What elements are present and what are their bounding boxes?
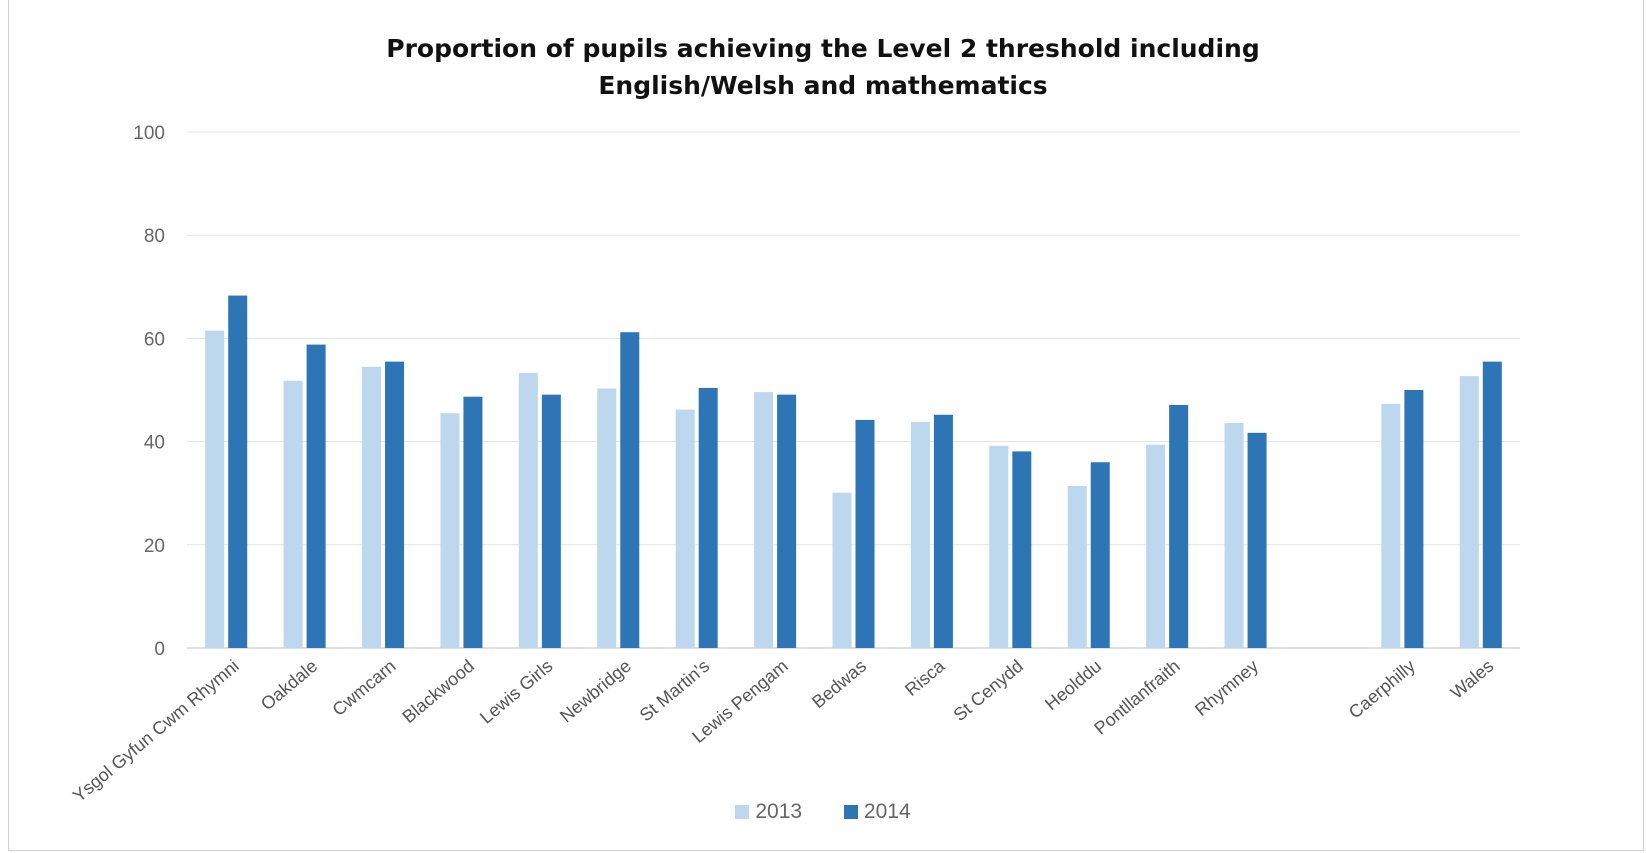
bar-2014-st-cenydd [1012,451,1032,648]
bar-2013-blackwood [440,413,460,648]
y-tick-label: 100 [133,123,165,144]
bar-2013-pontllanfraith [1146,444,1166,648]
y-tick-label: 0 [154,639,165,660]
bar-2014-wales [1482,361,1502,648]
chart-title: Proportion of pupils achieving the Level… [0,30,1646,104]
y-tick-label: 80 [144,226,165,247]
bar-2014-lewis-girls [541,394,561,648]
x-tick-label: Oakdale [257,656,321,714]
x-tick-label: St Cenydd [950,656,1027,725]
bar-2013-cwmcarn [362,366,382,648]
x-tick-label: Blackwood [398,656,478,727]
bar-2014-bedwas [855,419,875,648]
x-tick-label: Ysgol Gyfun Cwm Rhymni [69,656,243,806]
x-tick-label: Caerphilly [1345,656,1419,723]
bar-2013-lewis-pengam [754,392,774,648]
x-tick-label: Pontllanfraith [1090,656,1183,739]
y-tick-label: 60 [144,329,165,350]
legend-label-2014: 2014 [863,800,911,823]
x-tick-label: Rhymney [1191,656,1262,720]
y-tick-label: 20 [144,536,165,557]
bar-2014-cwmcarn [385,361,405,648]
bar-2013-wales [1459,376,1479,648]
x-tick-label: Lewis Girls [476,656,556,728]
bar-2013-st-cenydd [989,445,1009,648]
bar-2014-risca [933,414,953,648]
bar-2014-ysgol-gyfun-cwm-rhymni [228,295,248,648]
chart-title-line-2: English/Welsh and mathematics [598,71,1048,100]
bar-2014-oakdale [306,344,326,648]
bar-2014-caerphilly [1404,390,1424,648]
bar-2014-pontllanfraith [1169,404,1189,648]
chart-title-line-1: Proportion of pupils achieving the Level… [386,34,1260,63]
legend-item-2014: 2014 [843,800,911,824]
chart-frame [8,0,1644,851]
bar-2013-rhymney [1224,423,1244,648]
legend-swatch-2014 [843,805,858,819]
legend-item-2013: 2013 [735,800,802,824]
bar-2013-bedwas [832,492,852,648]
bar-2013-risca [910,421,930,648]
x-tick-label: Heolddu [1041,656,1105,714]
bar-2013-newbridge [597,388,617,648]
bar-2013-caerphilly [1381,403,1401,648]
legend: 2013 2014 [0,800,1646,825]
bar-2013-oakdale [283,380,303,648]
x-tick-label: Newbridge [556,656,635,727]
bar-2013-st-martin-s [675,409,695,648]
bar-2013-lewis-girls [518,372,538,648]
x-tick-label: Wales [1447,656,1498,703]
bar-2014-heolddu [1090,462,1110,648]
bar-2014-st-martin-s [698,387,718,648]
legend-label-2013: 2013 [755,800,803,823]
x-tick-label: Risca [901,655,949,700]
bar-2013-ysgol-gyfun-cwm-rhymni [205,330,225,648]
bar-2014-rhymney [1247,432,1267,648]
y-tick-label: 40 [144,433,165,454]
bar-2014-newbridge [620,332,640,648]
bar-2013-heolddu [1067,485,1087,648]
bar-2014-lewis-pengam [777,394,797,648]
x-tick-label: Bedwas [808,656,870,712]
x-tick-label: St Martin's [636,656,714,726]
bar-2014-blackwood [463,396,483,648]
x-tick-label: Cwmcarn [329,656,400,720]
legend-swatch-2013 [735,805,750,819]
